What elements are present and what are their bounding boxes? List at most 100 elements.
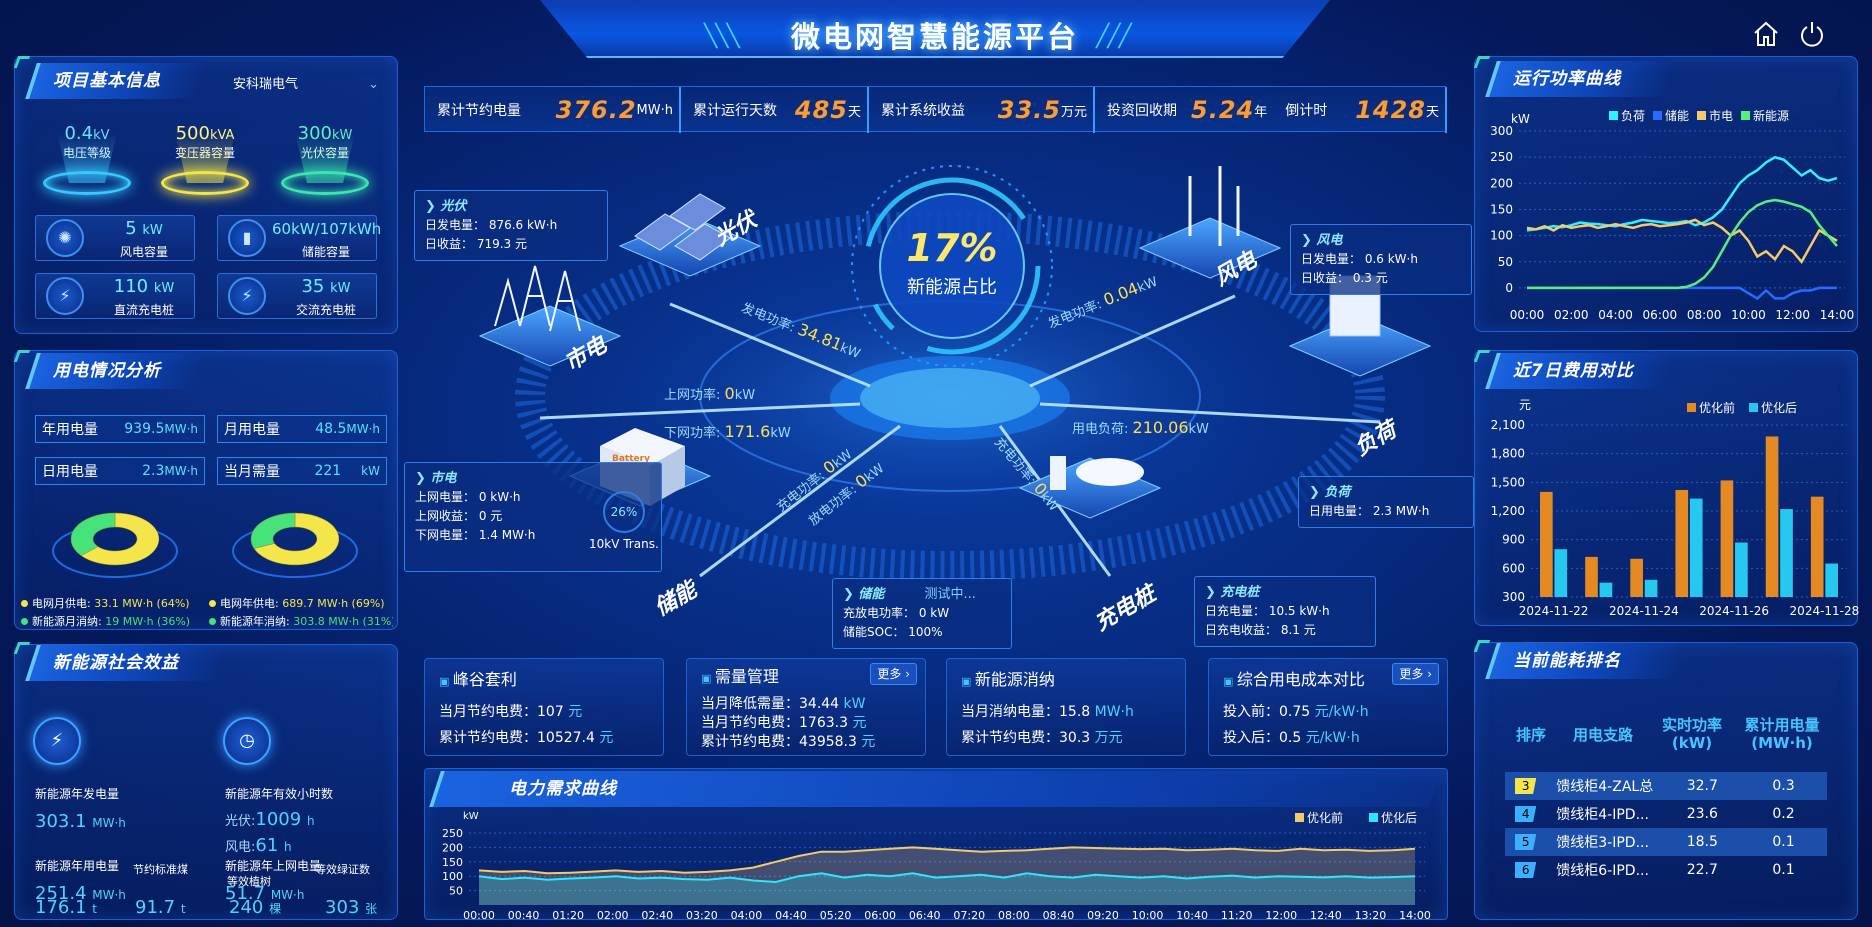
trans-load-gauge: 26%: [603, 491, 645, 533]
donut-slice-新能源月消纳: [70, 512, 116, 556]
legend-label: 优化后: [1761, 401, 1797, 415]
kpi-value: 376.2: [555, 96, 637, 124]
y-tick-label: 600: [1502, 561, 1525, 575]
charger-node[interactable]: [1018, 456, 1162, 519]
legend-swatch: [1653, 111, 1662, 120]
legend-label: 优化前: [1307, 810, 1343, 825]
social-value-wind: 风电:61 h: [225, 835, 292, 856]
axis-unit: kW: [463, 811, 479, 822]
y-tick-label: 150: [442, 856, 463, 869]
kpi-unit: MW·h: [636, 102, 673, 118]
stat-year: 年用电量 939.5 MW·h: [35, 415, 205, 443]
x-tick-label: 10:40: [1176, 909, 1208, 921]
charger-icon: ⚡: [46, 277, 84, 315]
home-icon[interactable]: [1752, 20, 1780, 48]
x-tick-label: 10:00: [1731, 308, 1766, 322]
flow-load: 用电负荷: 210.06kW: [1072, 418, 1209, 437]
kpi-label: 累计节约电量: [437, 103, 521, 119]
panel-title: 运行功率曲线: [1485, 61, 1677, 97]
social-label: 节约标准煤: [133, 863, 188, 876]
x-tick-label: 03:20: [686, 909, 718, 921]
x-tick-label: 2024-11-24: [1609, 604, 1679, 618]
card-renewable: 新能源消纳 当月消纳电量：15.8 MW·h 累计节约电费：30.3 万元: [946, 658, 1186, 756]
storage-capacity-box: ▮ 60kW/107kWh 储能容量: [217, 215, 381, 261]
social-label: 新能源年有效小时数: [225, 787, 334, 801]
rank-header: 排序 用电支路 实时功率 (kW) 累计用电量 (MW·h): [1515, 716, 1820, 752]
battery-icon: ▮: [228, 219, 266, 257]
info-title: ❯ 市电: [415, 471, 457, 486]
grid-info-box[interactable]: ❯ 市电 上网电量： 0 kW·h 上网收益： 0 元 下网电量： 1.4 MW…: [404, 462, 662, 572]
legend-swatch: [1687, 403, 1696, 412]
panel-title: 电力需求曲线: [429, 771, 1441, 807]
company-select[interactable]: 安科瑞电气 ⌄: [233, 73, 379, 92]
social-label: 新能源年用电量: [35, 859, 120, 873]
gauge-pv: 300kW 光伏容量: [281, 123, 369, 195]
legend-swatch: [1697, 111, 1706, 120]
x-tick-label: 02:00: [597, 909, 629, 921]
x-tick-label: 02:00: [1554, 308, 1589, 322]
table-row[interactable]: 5 馈线柜3-IPD... 18.5 0.1: [1505, 828, 1827, 856]
panel-title: 新能源社会效益: [25, 645, 227, 681]
series-area-优化后: [479, 873, 1415, 905]
x-tick-label: 2024-11-26: [1699, 604, 1769, 618]
bar-优化后-2024-11-26: [1735, 542, 1748, 597]
panel-title: 当前能耗排名: [1485, 643, 1687, 679]
table-row[interactable]: 4 馈线柜4-IPD... 23.6 0.2: [1505, 800, 1827, 828]
bar-优化后-2024-11-24: [1644, 579, 1658, 597]
x-tick-label: 05:20: [820, 909, 852, 921]
pv-info-box[interactable]: ❯ 光伏 日发电量： 876.6 kW·h 日收益： 719.3 元: [414, 190, 608, 261]
y-tick-label: 100: [442, 870, 463, 883]
y-tick-label: 50: [1498, 255, 1513, 269]
more-button[interactable]: 更多 ›: [870, 663, 917, 685]
kpi-saved-energy: 累计节约电量 376.2 MW·h: [425, 87, 681, 133]
series-line-优化前: [478, 846, 1416, 875]
axis-unit: kW: [1511, 112, 1530, 126]
grid-node[interactable]: [478, 265, 622, 367]
y-tick-label: 300: [1490, 124, 1513, 138]
kpi-unit: 天: [1425, 104, 1439, 120]
power-panel: 运行功率曲线 kW 0 50 100 150 200 250 300 00:00 02:00 04:…: [1474, 56, 1858, 332]
kpi-label: 倒计时: [1285, 103, 1328, 119]
info-title: ❯ 风电: [1301, 233, 1343, 248]
kpi-run-days: 累计运行天数 485 天: [681, 87, 869, 133]
x-tick-label: 14:00: [1399, 909, 1431, 921]
y-tick-label: 1,500: [1491, 475, 1525, 489]
kpi-unit: 年: [1254, 104, 1268, 120]
flow-grid-up: 上网功率: 0kW: [664, 384, 756, 403]
series-line-储能: [1527, 286, 1837, 300]
y-tick-label: 150: [1490, 202, 1513, 216]
wind-info-box[interactable]: ❯ 风电 日发电量： 0.6 kW·h 日收益： 0.3 元: [1290, 224, 1472, 295]
y-tick-label: 1,200: [1491, 504, 1525, 518]
y-tick-label: 0: [1505, 281, 1513, 295]
load-info-box[interactable]: ❯ 负荷 日用电量： 2.3 MW·h: [1298, 476, 1474, 528]
storage-label: 储能: [650, 575, 704, 621]
legend-swatch: [1609, 111, 1618, 120]
power-icon[interactable]: [1798, 20, 1826, 48]
bar-优化后-2024-11-23: [1599, 582, 1613, 597]
x-tick-label: 2024-11-28: [1790, 604, 1859, 618]
x-tick-label: 12:00: [1775, 308, 1810, 322]
bar-优化前-2024-11-22: [1540, 491, 1553, 597]
renewable-ratio-label: 新能源占比: [907, 277, 997, 298]
x-tick-label: 12:40: [1310, 909, 1342, 921]
table-row[interactable]: 3 馈线柜4-ZAL总 32.7 0.3: [1505, 772, 1827, 800]
storage-info-box[interactable]: ❯ 储能 测试中... 充放电功率： 0 kW 储能SOC： 100%: [832, 578, 1012, 649]
table-row[interactable]: 6 馈线柜6-IPD... 22.7 0.1: [1505, 856, 1827, 880]
trans-label: 10kV Trans.: [589, 537, 659, 551]
pv-node[interactable]: [618, 193, 762, 277]
kpi-unit: 天: [847, 104, 861, 120]
info-title: ❯ 负荷: [1309, 485, 1351, 500]
power-chart: kW 0 50 100 150 200 250 300 00:00 02:00 04:00 06:00…: [1490, 108, 1855, 322]
more-button[interactable]: 更多 ›: [1392, 663, 1439, 685]
kpi-value: 1428: [1355, 96, 1426, 124]
stat-day: 日用电量 2.3 MW·h: [35, 457, 205, 485]
card-peak-valley: 峰谷套利 当月节约电费：107 元 累计节约电费：10527.4 元: [424, 658, 664, 756]
x-tick-label: 02:40: [641, 909, 673, 921]
wind-node[interactable]: [1138, 166, 1282, 279]
x-tick-label: 14:00: [1820, 308, 1855, 322]
charger-info-box[interactable]: ❯ 充电桩 日充电量： 10.5 kW·h 日充电收益： 8.1 元: [1194, 576, 1376, 647]
clock-icon: ◷: [223, 717, 271, 765]
header-bar: 微电网智慧能源平台: [540, 0, 1330, 58]
y-tick-label: 100: [1490, 229, 1513, 243]
